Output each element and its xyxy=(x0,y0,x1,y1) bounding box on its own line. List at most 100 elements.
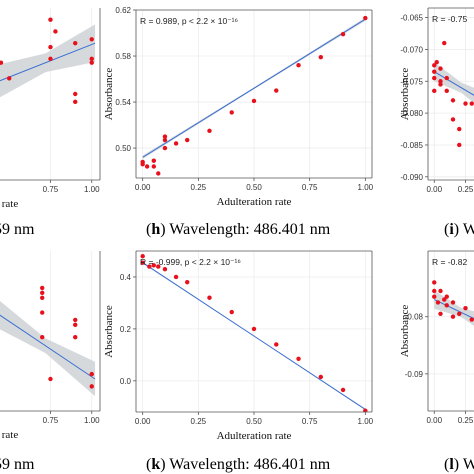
data-point xyxy=(438,311,443,317)
data-point xyxy=(185,279,190,285)
x-axis-label: Adulteration rate xyxy=(217,196,292,208)
data-point xyxy=(457,126,462,132)
data-point xyxy=(73,40,78,46)
data-point xyxy=(140,161,145,167)
data-point xyxy=(438,82,443,87)
data-point xyxy=(147,264,152,269)
data-point xyxy=(434,59,439,65)
data-point xyxy=(73,91,78,97)
data-point xyxy=(151,158,157,163)
correlation-annotation: R = 0.989, p < 2.2 × 10⁻¹⁶ xyxy=(140,16,238,26)
x-tick-label: 0.25 xyxy=(458,416,474,425)
regression-line xyxy=(434,299,474,320)
x-axis-label: rate xyxy=(2,429,19,441)
data-point xyxy=(156,264,161,269)
data-point xyxy=(73,317,78,323)
data-point xyxy=(40,295,45,300)
y-axis-label: Absorbance xyxy=(399,305,411,358)
caption-text: W xyxy=(463,456,474,473)
data-point xyxy=(435,300,441,305)
y-tick-label: -0.09 xyxy=(405,370,424,379)
y-tick-label: -0.080 xyxy=(400,109,423,118)
y-tick-label: -0.090 xyxy=(400,173,423,182)
data-point xyxy=(207,295,212,300)
y-tick-label: 0.4 xyxy=(120,273,132,282)
plot-area xyxy=(0,251,100,411)
x-tick-label: 1.00 xyxy=(84,416,100,425)
panel-caption: (h) Wavelength: 486.401 nm xyxy=(146,221,331,238)
x-tick-label: 1.00 xyxy=(358,417,374,426)
data-point xyxy=(73,99,78,105)
caption-letter: l xyxy=(449,456,454,473)
data-point xyxy=(151,164,157,169)
data-point xyxy=(444,88,449,94)
x-tick-label: 0.25 xyxy=(458,185,474,194)
caption-text: Wavelength: 486.401 nm xyxy=(169,221,330,238)
caption-text: 59 nm xyxy=(0,221,35,238)
data-point xyxy=(48,376,53,382)
caption-paren: ( xyxy=(146,456,151,473)
caption-text: W xyxy=(463,221,474,238)
panel-caption: 59 nm xyxy=(0,221,35,238)
data-point xyxy=(274,88,279,93)
data-point xyxy=(89,384,94,389)
data-point xyxy=(274,342,279,347)
x-tick-label: 0.75 xyxy=(43,185,59,194)
regression-line xyxy=(142,18,366,158)
caption-letter: h xyxy=(151,221,160,238)
correlation-annotation: R = -0.999, p < 2.2 × 10⁻¹⁶ xyxy=(140,257,241,267)
data-point xyxy=(438,288,443,294)
plot-area xyxy=(136,10,372,178)
data-point xyxy=(444,294,449,299)
captions: 59 nm(h) Wavelength: 486.401 nm(i) W59 n… xyxy=(0,221,474,473)
panel-bottom-middle: 0.00 0.25 0.50 0.75 1.00 0.0 0.2 0.4 Adulteratio… xyxy=(103,250,374,442)
x-tick-label: 0.25 xyxy=(191,417,207,426)
data-point xyxy=(162,266,168,272)
x-axis-label: rate xyxy=(2,198,19,210)
data-point xyxy=(162,137,168,143)
data-point xyxy=(432,75,437,81)
panel-caption: (k) Wavelength: 486.401 nm xyxy=(146,456,331,473)
panel-top-middle: 0.00 0.25 0.50 0.75 1.00 0.50 0.54 0.58 0.62 Adul… xyxy=(103,6,374,208)
x-tick-label: 0.50 xyxy=(246,417,262,426)
regression-line xyxy=(433,71,474,96)
data-point xyxy=(162,145,168,151)
data-point xyxy=(229,309,234,315)
data-point xyxy=(438,79,443,84)
plot-area xyxy=(0,8,100,180)
data-point xyxy=(89,371,94,377)
x-tick-label: 0.75 xyxy=(302,183,318,192)
data-point xyxy=(40,310,45,315)
data-point xyxy=(40,334,45,340)
x-tick-label: 0.00 xyxy=(426,185,442,194)
data-point xyxy=(444,303,449,308)
data-point xyxy=(296,63,301,68)
caption-paren: ( xyxy=(146,221,151,238)
regression-line xyxy=(142,262,366,410)
x-tick-label: 1.00 xyxy=(84,185,100,194)
data-point xyxy=(73,334,78,340)
data-point xyxy=(363,408,368,412)
data-point xyxy=(432,294,437,299)
data-point xyxy=(0,60,4,65)
data-point xyxy=(229,110,234,115)
y-tick-label: 0.62 xyxy=(115,6,131,15)
data-point xyxy=(251,326,257,332)
plot-area xyxy=(428,8,474,180)
data-point xyxy=(457,142,462,148)
confidence-band xyxy=(0,301,96,397)
data-point xyxy=(40,290,45,296)
y-tick-label: -0.075 xyxy=(400,77,423,86)
y-tick-label: 0.58 xyxy=(115,52,131,61)
y-tick-label: -0.08 xyxy=(405,313,424,322)
caption-paren: ) xyxy=(454,456,463,473)
data-point xyxy=(463,305,468,311)
y-tick-label: 0.2 xyxy=(120,325,132,334)
regression-line xyxy=(0,42,96,82)
confidence-band xyxy=(0,24,96,98)
y-tick-label: 0.50 xyxy=(115,144,131,153)
y-axis-label: Absorbance xyxy=(103,305,115,358)
panel-top-left: 0.75 1.00 rate xyxy=(0,8,101,210)
data-point xyxy=(156,171,161,176)
